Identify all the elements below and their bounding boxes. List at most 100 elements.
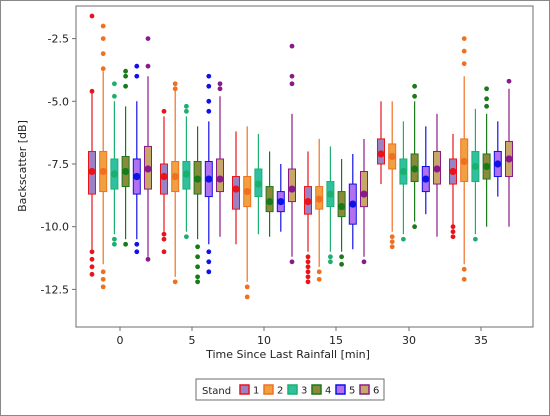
outlier-point — [206, 249, 212, 255]
box-series-6-15 — [360, 138, 368, 265]
outlier-point — [134, 249, 140, 255]
y-tick-label: -10.0 — [41, 221, 69, 234]
box-series-3-5 — [182, 103, 191, 240]
outlier-point — [305, 274, 311, 280]
outlier-point — [305, 269, 311, 275]
box-series-3-35 — [471, 108, 480, 242]
mean-marker — [194, 175, 202, 183]
outlier-point — [339, 261, 344, 267]
outlier-point — [195, 279, 201, 285]
box — [360, 171, 368, 208]
box-series-3-10 — [254, 133, 263, 235]
mean-marker — [326, 190, 334, 198]
outlier-point — [217, 81, 223, 87]
box-series-1-10 — [232, 131, 240, 245]
outlier-point — [412, 93, 417, 99]
mean-marker — [349, 200, 357, 208]
box-series-4-10 — [265, 151, 274, 237]
mean-marker — [110, 170, 118, 178]
mean-marker — [288, 185, 296, 193]
legend-label: 5 — [349, 386, 355, 397]
outlier-point — [361, 259, 367, 265]
box — [232, 176, 240, 210]
legend-label: 6 — [373, 386, 379, 397]
outlier-point — [389, 234, 395, 240]
legend-swatch — [359, 384, 370, 395]
mean-marker — [133, 172, 141, 181]
box-series-5-0 — [132, 63, 141, 255]
mean-marker — [483, 162, 491, 171]
outlier-point — [100, 269, 106, 275]
outlier-point — [123, 73, 128, 79]
outlier-point — [123, 83, 128, 89]
mean-marker — [232, 185, 240, 193]
box-series-6-30 — [433, 113, 441, 237]
box-series-6-0 — [144, 36, 152, 262]
mean-marker — [360, 190, 368, 198]
x-tick-label: 5 — [189, 334, 196, 347]
outlier-point — [123, 68, 128, 74]
outlier-point — [134, 73, 140, 79]
mean-marker — [399, 167, 407, 176]
outlier-point — [184, 108, 189, 114]
mean-marker — [388, 152, 396, 161]
outlier-point — [161, 249, 167, 255]
outlier-point — [100, 284, 106, 290]
outlier-point — [89, 88, 95, 94]
legend-label: 4 — [325, 386, 331, 397]
outlier-point — [112, 236, 117, 242]
legend-label: 2 — [277, 386, 283, 397]
box-series-2-30 — [388, 101, 397, 250]
outlier-point — [206, 108, 212, 114]
outlier-point — [172, 279, 178, 285]
outlier-point — [100, 276, 106, 282]
legend-label: 3 — [301, 386, 307, 397]
outlier-point — [89, 271, 95, 277]
mean-marker — [449, 167, 457, 176]
legend-item-5: 5 — [335, 384, 355, 397]
outlier-point — [195, 274, 201, 280]
mean-marker — [471, 162, 479, 171]
box-series-3-0 — [110, 81, 119, 247]
y-tick-label: -5.0 — [48, 95, 69, 108]
box-series-4-5 — [193, 126, 202, 285]
outlier-point — [145, 63, 151, 69]
mean-marker — [505, 155, 513, 163]
outlier-point — [450, 229, 456, 235]
outlier-point — [450, 234, 456, 240]
legend-item-3: 3 — [287, 384, 307, 397]
outlier-point — [112, 81, 117, 87]
mean-marker — [433, 165, 441, 173]
box-series-4-15 — [337, 158, 346, 267]
outlier-point — [328, 259, 333, 265]
x-tick-label: 10 — [257, 334, 271, 347]
mean-marker — [122, 167, 130, 176]
mean-marker — [205, 175, 213, 183]
outlier-point — [206, 269, 212, 275]
outlier-point — [112, 93, 117, 99]
mean-marker — [304, 198, 312, 206]
outlier-point — [401, 236, 406, 242]
y-tick-label: -12.5 — [41, 283, 69, 296]
outlier-point — [473, 236, 478, 242]
outlier-point — [450, 224, 456, 230]
outlier-point — [305, 259, 311, 265]
y-axis-title: Backscatter [dB] — [16, 120, 29, 212]
outlier-point — [289, 43, 295, 49]
x-axis-title: Time Since Last Rainfall [min] — [205, 348, 370, 361]
box-series-1-30 — [377, 101, 385, 185]
mean-marker — [160, 172, 168, 181]
outlier-point — [206, 83, 212, 89]
mean-marker — [411, 165, 419, 173]
mean-marker — [377, 150, 385, 158]
outlier-point — [89, 264, 95, 270]
outlier-point — [289, 73, 295, 79]
outlier-point — [339, 254, 344, 260]
outlier-point — [217, 86, 223, 92]
x-axis: 0 5 10 15 30 35 — [117, 327, 488, 347]
mean-marker — [182, 170, 190, 178]
mean-marker — [171, 172, 179, 181]
legend-label: 1 — [253, 386, 259, 397]
y-tick-label: -7.5 — [48, 158, 69, 171]
plot-marks — [88, 13, 513, 300]
